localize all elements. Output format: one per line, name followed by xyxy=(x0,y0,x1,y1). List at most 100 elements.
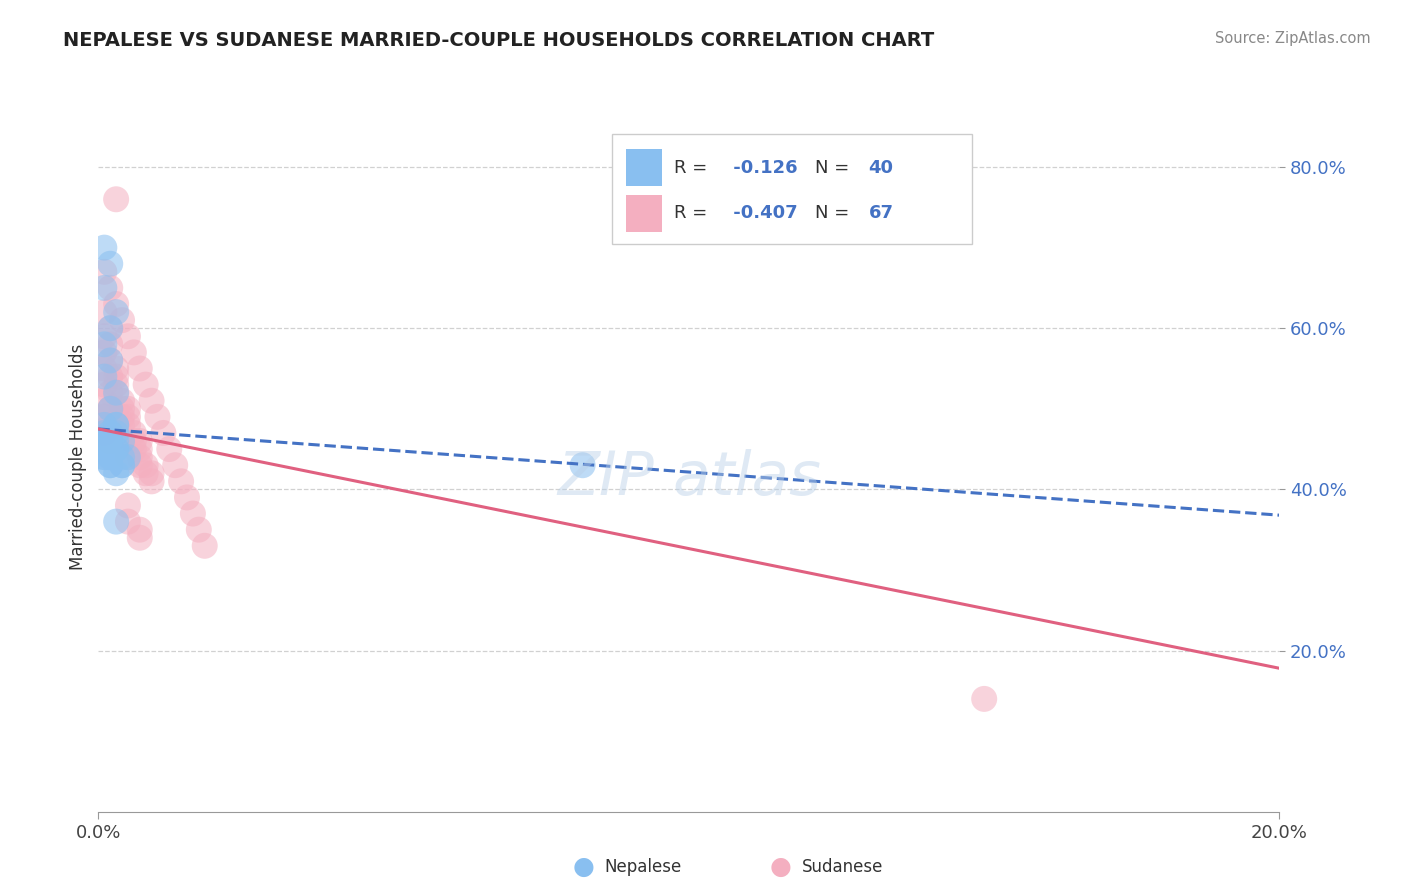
Point xyxy=(105,442,128,456)
Point xyxy=(571,458,593,473)
Point xyxy=(93,265,115,279)
Point xyxy=(105,515,128,529)
Point xyxy=(146,409,169,424)
Point xyxy=(122,434,145,448)
Point xyxy=(98,450,121,465)
Point xyxy=(122,442,145,456)
Bar xyxy=(626,149,662,186)
Point xyxy=(98,450,121,465)
Point xyxy=(93,345,115,359)
Point xyxy=(93,450,115,465)
Point xyxy=(105,434,128,448)
Point xyxy=(98,417,121,432)
Point xyxy=(98,385,121,400)
Point xyxy=(93,409,115,424)
Point xyxy=(93,281,115,295)
Point xyxy=(105,442,128,456)
Point xyxy=(170,475,193,489)
Point xyxy=(98,442,121,456)
Point xyxy=(187,523,209,537)
Point xyxy=(98,369,121,384)
Text: 40: 40 xyxy=(869,159,893,177)
Point xyxy=(157,442,180,456)
Point xyxy=(117,329,139,343)
Bar xyxy=(626,194,662,232)
Point xyxy=(93,409,115,424)
Text: ZIP atlas: ZIP atlas xyxy=(557,449,821,508)
Point xyxy=(98,321,121,335)
Point xyxy=(181,507,204,521)
Point xyxy=(111,313,134,327)
Point xyxy=(93,434,115,448)
Point xyxy=(105,425,128,440)
Point xyxy=(117,450,139,465)
Point xyxy=(135,377,157,392)
Point xyxy=(98,337,121,351)
Text: R =: R = xyxy=(673,159,713,177)
Text: N =: N = xyxy=(815,159,855,177)
Point xyxy=(93,329,115,343)
Point xyxy=(98,417,121,432)
Point xyxy=(111,409,134,424)
Point xyxy=(105,385,128,400)
Point xyxy=(111,417,134,432)
Point xyxy=(93,241,115,255)
Point xyxy=(93,369,115,384)
Point xyxy=(98,353,121,368)
Point xyxy=(117,515,139,529)
Point xyxy=(105,369,128,384)
Point xyxy=(111,458,134,473)
Text: ●: ● xyxy=(769,855,792,879)
Point xyxy=(105,297,128,311)
Point xyxy=(93,450,115,465)
Point xyxy=(93,425,115,440)
Point xyxy=(128,458,150,473)
Point xyxy=(93,377,115,392)
FancyBboxPatch shape xyxy=(612,135,973,244)
Text: ●: ● xyxy=(572,855,595,879)
Point xyxy=(93,337,115,351)
Point xyxy=(176,491,198,505)
Point xyxy=(141,393,163,408)
Point xyxy=(973,692,995,706)
Point xyxy=(105,467,128,481)
Point xyxy=(117,417,139,432)
Point xyxy=(135,458,157,473)
Point xyxy=(117,499,139,513)
Point xyxy=(105,305,128,319)
Point xyxy=(98,353,121,368)
Point xyxy=(93,425,115,440)
Point xyxy=(98,321,121,335)
Point xyxy=(128,450,150,465)
Point xyxy=(98,257,121,271)
Point xyxy=(98,401,121,416)
Point xyxy=(98,281,121,295)
Text: -0.126: -0.126 xyxy=(727,159,797,177)
Point xyxy=(98,458,121,473)
Point xyxy=(128,361,150,376)
Text: N =: N = xyxy=(815,204,855,222)
Point xyxy=(105,192,128,206)
Point xyxy=(128,434,150,448)
Point xyxy=(93,393,115,408)
Point xyxy=(122,425,145,440)
Point xyxy=(98,458,121,473)
Text: 67: 67 xyxy=(869,204,893,222)
Point xyxy=(194,539,217,553)
Point xyxy=(141,467,163,481)
Point xyxy=(141,475,163,489)
Y-axis label: Married-couple Households: Married-couple Households xyxy=(69,344,87,570)
Text: Source: ZipAtlas.com: Source: ZipAtlas.com xyxy=(1215,31,1371,46)
Point xyxy=(117,401,139,416)
Point xyxy=(98,425,121,440)
Point xyxy=(122,345,145,359)
Point xyxy=(128,531,150,545)
Point xyxy=(98,434,121,448)
Point xyxy=(117,409,139,424)
Point xyxy=(111,450,134,465)
Text: -0.407: -0.407 xyxy=(727,204,797,222)
Point xyxy=(98,442,121,456)
Point xyxy=(93,305,115,319)
Point xyxy=(165,458,187,473)
Point xyxy=(152,425,174,440)
